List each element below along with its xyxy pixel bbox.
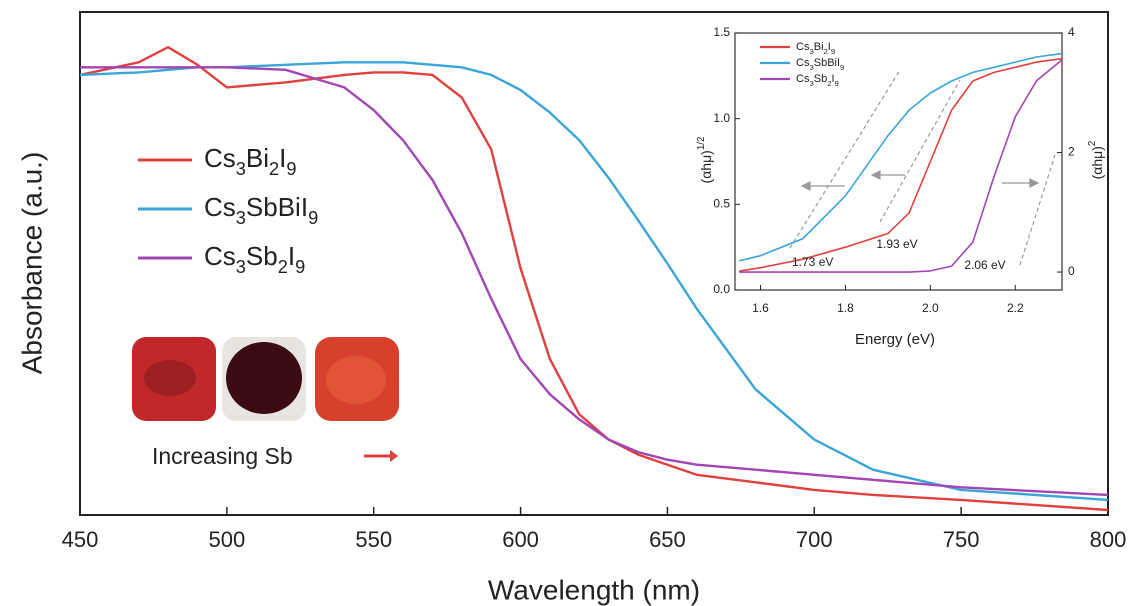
inset-guides bbox=[789, 69, 1056, 266]
x-axis-label: Wavelength (nm) bbox=[488, 574, 700, 605]
series-line bbox=[79, 46, 1109, 512]
x-tick-label: 450 bbox=[62, 527, 99, 552]
series-line bbox=[739, 57, 1063, 272]
x-tick-label: 1.6 bbox=[752, 301, 769, 315]
annotation: 2.06 eV bbox=[964, 258, 1005, 272]
y-tick-label: 1.5 bbox=[713, 25, 730, 39]
y2-axis-label: (αhμ)2 bbox=[1087, 141, 1105, 180]
legend-label: Cs3SbBiI9 bbox=[204, 192, 318, 228]
x-tick-label: 550 bbox=[355, 527, 392, 552]
x-tick-label: 2.0 bbox=[922, 301, 939, 315]
main-frame bbox=[79, 11, 1109, 516]
legend-label: Cs3Sb2I9 bbox=[796, 73, 839, 88]
annotation: Increasing Sb bbox=[152, 443, 293, 469]
y-axis-label: Absorbance (a.u.) bbox=[16, 152, 47, 375]
y-axis-label: (αhμ)1/2 bbox=[696, 137, 714, 184]
sample-photos bbox=[132, 337, 399, 462]
x-tick-label: 1.8 bbox=[837, 301, 854, 315]
legend-label: Cs3Sb2I9 bbox=[204, 241, 305, 277]
legend-label: Cs3SbBiI9 bbox=[796, 57, 844, 72]
inset-frame bbox=[734, 32, 1063, 291]
x-tick-label: 700 bbox=[796, 527, 833, 552]
x-tick-label: 600 bbox=[502, 527, 539, 552]
series-line bbox=[739, 52, 1063, 262]
series-line bbox=[80, 66, 1109, 497]
series-line bbox=[739, 59, 1063, 273]
y2-tick-label: 0 bbox=[1068, 264, 1075, 278]
y-tick-label: 0.5 bbox=[713, 197, 730, 211]
annotation: 1.93 eV bbox=[876, 237, 917, 251]
y2-tick-label: 4 bbox=[1068, 25, 1075, 39]
y-tick-label: 0.0 bbox=[713, 282, 730, 296]
x-tick-label: 500 bbox=[208, 527, 245, 552]
legend-label: Cs3Bi2I9 bbox=[796, 41, 835, 56]
legend-label: Cs3Bi2I9 bbox=[204, 143, 297, 179]
x-tick-label: 800 bbox=[1090, 527, 1127, 552]
x-tick-label: 750 bbox=[943, 527, 980, 552]
y-tick-label: 1.0 bbox=[713, 111, 730, 125]
x-tick-label: 2.2 bbox=[1007, 301, 1024, 315]
x-tick-label: 650 bbox=[649, 527, 686, 552]
y2-tick-label: 2 bbox=[1068, 145, 1075, 159]
annotation: 1.73 eV bbox=[792, 255, 833, 269]
x-axis-label: Energy (eV) bbox=[855, 331, 935, 348]
